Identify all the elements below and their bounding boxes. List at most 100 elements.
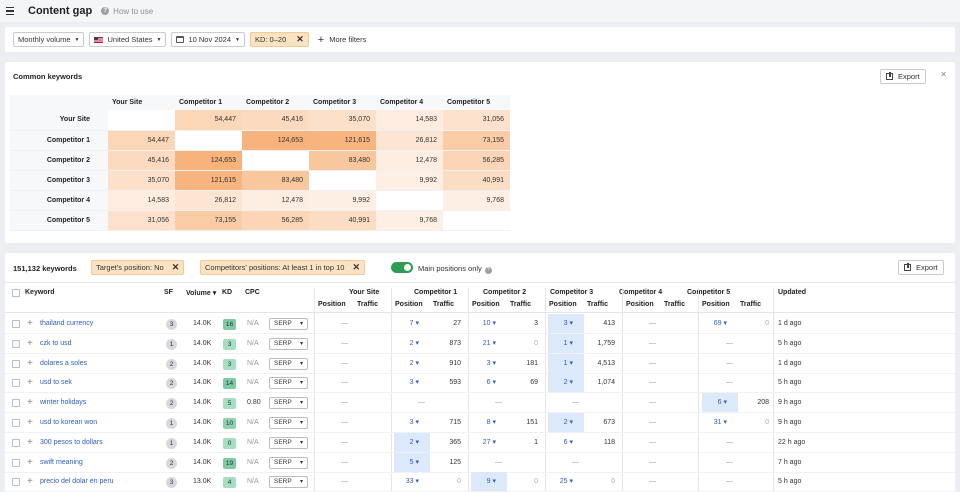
- keyword-link[interactable]: precio del dolar en peru: [40, 478, 114, 486]
- c3-position[interactable]: 2 ▾: [563, 419, 573, 426]
- matrix-cell[interactable]: 45,416: [108, 150, 175, 171]
- add-keyword-icon[interactable]: +: [27, 417, 33, 428]
- serp-dropdown[interactable]: SERP: [269, 476, 308, 489]
- row-checkbox[interactable]: [12, 399, 20, 408]
- c5-position[interactable]: 6 ▾: [717, 399, 727, 407]
- sf-badge[interactable]: 1: [166, 418, 177, 429]
- updated-header[interactable]: Updated: [778, 289, 806, 296]
- kd-filter-chip[interactable]: KD: 0–20 ✕: [249, 32, 309, 47]
- add-keyword-icon[interactable]: +: [27, 397, 33, 409]
- serp-dropdown[interactable]: SERP: [269, 436, 308, 449]
- how-to-use-link[interactable]: ? How to use: [101, 7, 153, 16]
- position-header[interactable]: Position: [626, 301, 654, 308]
- row-checkbox[interactable]: [12, 438, 20, 447]
- matrix-cell[interactable]: 73,155: [175, 210, 242, 231]
- matrix-cell[interactable]: 12,478: [376, 150, 443, 171]
- traffic-header[interactable]: Traffic: [433, 301, 455, 308]
- c5-position[interactable]: 69 ▾: [713, 320, 727, 327]
- close-icon[interactable]: ✕: [940, 70, 947, 79]
- sf-badge[interactable]: 2: [166, 358, 177, 370]
- sf-badge[interactable]: 3: [166, 477, 177, 489]
- c1-position[interactable]: 2 ▾: [409, 359, 419, 367]
- c2-position[interactable]: 21 ▾: [482, 339, 496, 347]
- matrix-cell[interactable]: 83,480: [242, 170, 309, 191]
- close-icon[interactable]: ✕: [296, 34, 304, 44]
- sf-badge[interactable]: 2: [166, 378, 177, 390]
- matrix-cell[interactable]: 31,056: [108, 210, 175, 231]
- sf-badge[interactable]: 1: [166, 338, 177, 350]
- add-keyword-icon[interactable]: +: [27, 337, 33, 349]
- serp-dropdown[interactable]: SERP: [269, 357, 308, 370]
- serp-dropdown[interactable]: SERP: [269, 337, 308, 350]
- c2-position[interactable]: 27 ▾: [482, 438, 496, 446]
- traffic-header[interactable]: Traffic: [510, 301, 532, 308]
- row-checkbox[interactable]: [12, 379, 20, 388]
- matrix-cell[interactable]: 9,768: [376, 210, 443, 231]
- matrix-cell[interactable]: 121,615: [175, 170, 242, 191]
- c1-position[interactable]: 33 ▾: [405, 478, 419, 486]
- cpc-header[interactable]: CPC: [245, 289, 260, 296]
- c1-position[interactable]: 5 ▾: [409, 458, 419, 466]
- add-keyword-icon[interactable]: +: [27, 456, 33, 468]
- matrix-cell[interactable]: 31,056: [443, 110, 510, 131]
- c2-position[interactable]: 8 ▾: [486, 419, 496, 426]
- keyword-link[interactable]: dolares a soles: [40, 359, 88, 367]
- serp-dropdown[interactable]: SERP: [269, 417, 308, 429]
- row-checkbox[interactable]: [12, 320, 20, 328]
- c1-position[interactable]: 3 ▾: [409, 419, 419, 426]
- sf-header[interactable]: SF: [164, 289, 173, 296]
- matrix-cell[interactable]: 54,447: [108, 130, 175, 151]
- keyword-link[interactable]: usd to korean won: [40, 419, 98, 426]
- row-checkbox[interactable]: [12, 478, 20, 487]
- help-icon[interactable]: ?: [484, 267, 492, 274]
- matrix-cell[interactable]: 73,155: [443, 130, 510, 151]
- c3-position[interactable]: 2 ▾: [563, 379, 573, 387]
- matrix-cell[interactable]: 124,653: [242, 130, 309, 151]
- c2-position[interactable]: 10 ▾: [482, 320, 496, 327]
- c1-position[interactable]: 2 ▾: [409, 339, 419, 347]
- serp-dropdown[interactable]: SERP: [269, 377, 308, 390]
- matrix-cell[interactable]: 26,812: [175, 190, 242, 211]
- serp-dropdown[interactable]: SERP: [269, 318, 308, 330]
- matrix-cell[interactable]: 35,070: [309, 110, 376, 131]
- matrix-cell[interactable]: 45,416: [242, 110, 309, 131]
- keyword-link[interactable]: czk to usd: [40, 339, 72, 347]
- main-positions-toggle[interactable]: [391, 262, 413, 273]
- serp-dropdown[interactable]: SERP: [269, 397, 308, 410]
- keyword-link[interactable]: thailand currency: [40, 320, 94, 327]
- traffic-header[interactable]: Traffic: [587, 301, 609, 308]
- c3-position[interactable]: 1 ▾: [563, 339, 573, 347]
- matrix-cell[interactable]: 9,992: [309, 190, 376, 211]
- row-checkbox[interactable]: [12, 339, 20, 348]
- date-picker[interactable]: 10 Nov 2024 ▼: [171, 32, 245, 47]
- matrix-cell[interactable]: 83,480: [309, 150, 376, 171]
- c3-position[interactable]: 1 ▾: [563, 359, 573, 367]
- c1-position[interactable]: 2 ▾: [409, 438, 419, 446]
- sf-badge[interactable]: 1: [166, 437, 177, 449]
- row-checkbox[interactable]: [12, 359, 20, 368]
- matrix-cell[interactable]: 56,285: [242, 210, 309, 231]
- keyword-link[interactable]: swift meaning: [40, 458, 83, 466]
- matrix-cell[interactable]: 9,768: [443, 190, 510, 211]
- close-icon[interactable]: ✕: [171, 262, 180, 272]
- matrix-cell[interactable]: 26,812: [376, 130, 443, 151]
- c2-position[interactable]: 6 ▾: [486, 379, 496, 387]
- matrix-cell[interactable]: 35,070: [108, 170, 175, 191]
- c1-position[interactable]: 3 ▾: [409, 379, 419, 387]
- matrix-cell[interactable]: 124,653: [175, 150, 242, 171]
- traffic-header[interactable]: Traffic: [357, 301, 379, 308]
- volume-header[interactable]: Volume ▾: [186, 290, 217, 297]
- position-header[interactable]: Position: [318, 301, 346, 308]
- matrix-cell[interactable]: 40,991: [443, 170, 510, 191]
- matrix-cell[interactable]: 54,447: [175, 110, 242, 131]
- select-all-checkbox[interactable]: [12, 289, 20, 297]
- matrix-cell[interactable]: 9,992: [376, 170, 443, 191]
- competitors-position-chip[interactable]: Competitors' positions: At least 1 in to…: [200, 260, 365, 275]
- matrix-cell[interactable]: 40,991: [309, 210, 376, 231]
- volume-dropdown[interactable]: Monthly volume ▼: [13, 32, 85, 47]
- c3-position[interactable]: 3 ▾: [563, 320, 573, 327]
- keyword-header[interactable]: Keyword: [25, 289, 55, 296]
- sf-badge[interactable]: 3: [166, 319, 177, 330]
- traffic-header[interactable]: Traffic: [740, 301, 762, 308]
- close-icon[interactable]: ✕: [352, 262, 360, 272]
